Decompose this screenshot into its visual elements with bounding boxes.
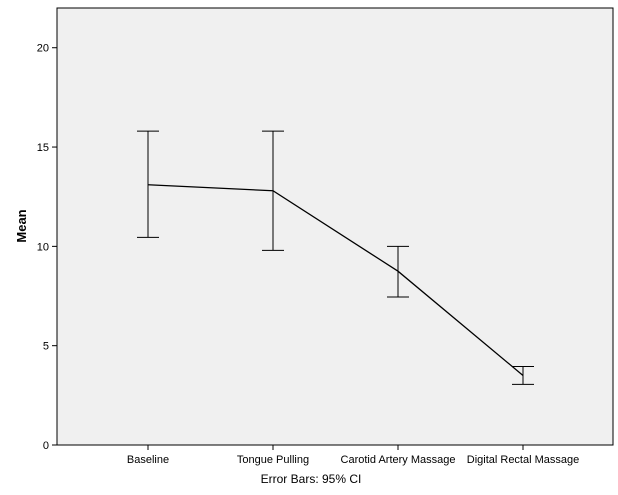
x-tick-label: Tongue Pulling (237, 454, 309, 466)
y-tick-label: 5 (43, 341, 49, 353)
plot-area (56, 7, 614, 446)
x-axis: Baseline Tongue Pulling Carotid Artery Mas… (127, 445, 579, 466)
y-tick-label: 0 (43, 440, 49, 452)
y-axis-title: Mean (14, 209, 29, 242)
error-bars-note: Error Bars: 95% CI (261, 472, 362, 486)
y-tick-label: 10 (37, 241, 49, 253)
x-tick-label: Baseline (127, 454, 169, 466)
x-tick-label: Digital Rectal Massage (467, 454, 580, 466)
y-tick-label: 15 (37, 142, 49, 154)
series-line-mean (147, 184, 524, 376)
y-tick-label: 20 (37, 43, 49, 55)
y-axis: 0 5 10 15 20 (37, 43, 57, 452)
x-tick-label: Carotid Artery Massage (341, 454, 456, 466)
